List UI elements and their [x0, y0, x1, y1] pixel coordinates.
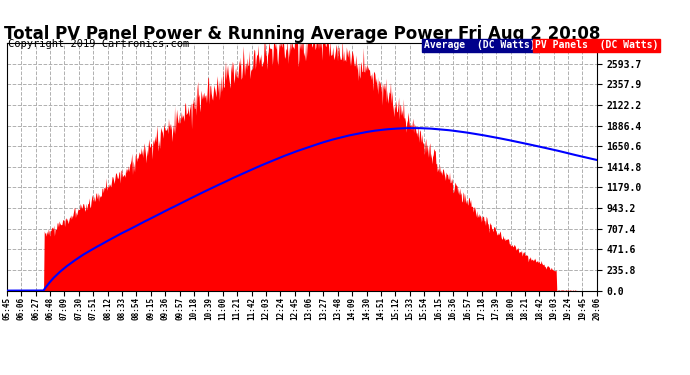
Title: Total PV Panel Power & Running Average Power Fri Aug 2 20:08: Total PV Panel Power & Running Average P… [3, 25, 600, 43]
Text: Average  (DC Watts): Average (DC Watts) [424, 40, 536, 51]
Text: Copyright 2019 Cartronics.com: Copyright 2019 Cartronics.com [8, 39, 190, 50]
Text: PV Panels  (DC Watts): PV Panels (DC Watts) [535, 40, 658, 51]
